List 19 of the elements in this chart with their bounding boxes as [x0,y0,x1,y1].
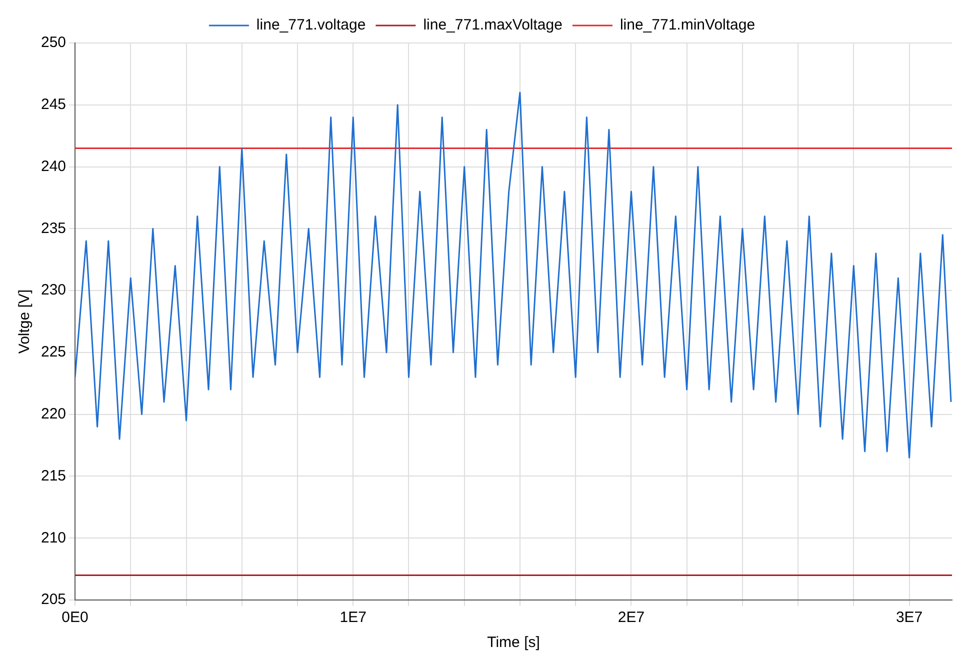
y-tick-label: 230 [40,282,66,299]
legend-label: line_771.voltage [256,16,366,34]
y-tick-label: 210 [40,529,66,546]
x-tick-label: 0E0 [62,609,88,626]
y-tick-label: 245 [40,96,66,114]
y-tick-label: 250 [40,34,66,52]
x-tick-label: 1E7 [340,609,366,626]
y-tick-label: 205 [40,591,66,608]
x-axis-title: Time [s] [487,634,540,652]
y-tick-label: 240 [40,158,66,175]
x-tick-label: 3E7 [896,609,923,626]
x-tick-label: 2E7 [618,609,645,626]
y-tick-label: 215 [40,467,66,484]
y-tick-label: 235 [40,220,66,237]
legend-label: line_771.maxVoltage [423,16,562,34]
legend-label: line_771.minVoltage [620,16,756,34]
y-tick-label: 225 [40,344,66,361]
y-axis-title: Voltge [V] [16,289,34,354]
y-tick-label: 220 [40,405,66,422]
